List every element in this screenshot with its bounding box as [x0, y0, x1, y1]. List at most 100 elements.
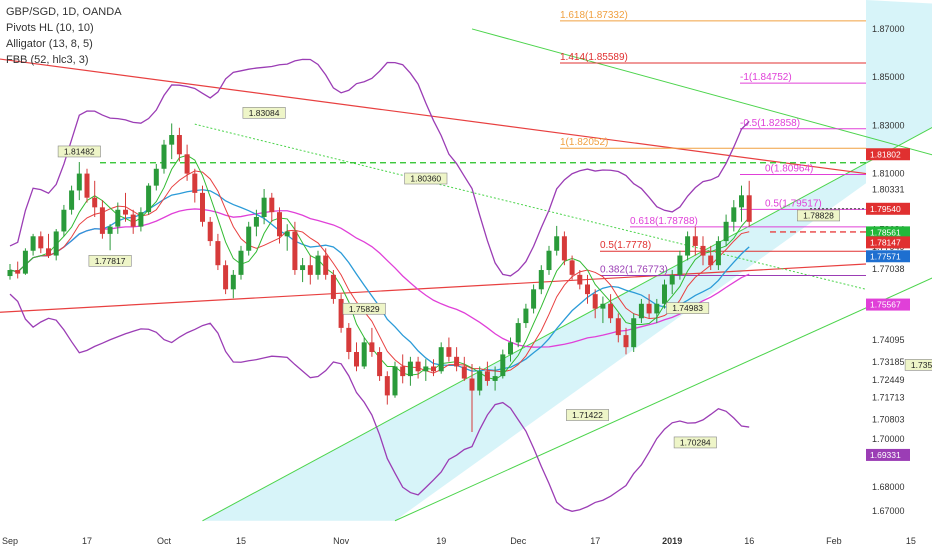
candle-body[interactable]	[708, 255, 714, 266]
candle-body[interactable]	[600, 303, 606, 309]
candle-body[interactable]	[107, 226, 113, 234]
candle-body[interactable]	[215, 241, 221, 266]
candle-body[interactable]	[423, 366, 429, 372]
candle-body[interactable]	[338, 298, 344, 328]
candle-body[interactable]	[415, 361, 421, 372]
candle-body[interactable]	[346, 327, 352, 352]
candle-body[interactable]	[469, 378, 475, 391]
candle-body[interactable]	[200, 192, 205, 222]
candle-body[interactable]	[431, 366, 436, 372]
candle-body[interactable]	[608, 303, 614, 319]
candle-body[interactable]	[723, 221, 729, 242]
candle-body[interactable]	[61, 209, 67, 232]
candle-body[interactable]	[662, 284, 667, 304]
candle-body[interactable]	[454, 356, 460, 367]
price-axis[interactable]: Sep17Oct15Nov19Dec17201916Feb15Mar181.87…	[2, 24, 932, 546]
candle-body[interactable]	[615, 318, 621, 336]
candle-body[interactable]	[307, 265, 313, 275]
candle-body[interactable]	[685, 236, 691, 256]
candle-body[interactable]	[323, 255, 329, 275]
candle-body[interactable]	[392, 366, 398, 396]
candle-body[interactable]	[461, 366, 467, 379]
candle-body[interactable]	[69, 190, 75, 210]
candle-body[interactable]	[746, 195, 752, 222]
candle-body[interactable]	[253, 216, 259, 227]
candle-body[interactable]	[546, 250, 552, 271]
candle-body[interactable]	[592, 294, 598, 309]
candle-body[interactable]	[500, 354, 506, 377]
candle-body[interactable]	[292, 231, 298, 271]
candle-body[interactable]	[715, 241, 721, 266]
candle-body[interactable]	[538, 270, 544, 290]
candle-body[interactable]	[638, 303, 644, 319]
candle-body[interactable]	[631, 318, 637, 348]
candle-body[interactable]	[361, 342, 367, 367]
candle-body[interactable]	[669, 274, 675, 285]
candle-body[interactable]	[492, 376, 498, 381]
candle-body[interactable]	[315, 255, 321, 275]
candle-body[interactable]	[246, 226, 252, 251]
candle-body[interactable]	[146, 185, 152, 213]
candle-body[interactable]	[369, 342, 375, 352]
candle-body[interactable]	[192, 173, 198, 193]
candle-body[interactable]	[654, 303, 660, 314]
candle-body[interactable]	[523, 308, 529, 324]
candle-body[interactable]	[184, 154, 190, 174]
candle-body[interactable]	[176, 135, 182, 155]
candle-body[interactable]	[130, 214, 136, 227]
candle-body[interactable]	[30, 236, 36, 251]
candle-body[interactable]	[561, 236, 567, 261]
candle-body[interactable]	[400, 366, 406, 377]
candle-body[interactable]	[284, 231, 290, 237]
candle-body[interactable]	[531, 289, 537, 309]
candle-body[interactable]	[438, 347, 444, 372]
plot-area[interactable]: 1.618(1.87332) 1.414(1.85589) -1(1.84752) -…	[0, 0, 932, 522]
candle-body[interactable]	[138, 212, 144, 227]
candle-body[interactable]	[731, 207, 737, 222]
candle-body[interactable]	[161, 144, 167, 169]
candle-body[interactable]	[92, 197, 98, 208]
candle-body[interactable]	[269, 197, 275, 213]
candle-body[interactable]	[330, 274, 336, 299]
candle-body[interactable]	[38, 236, 44, 249]
candle-body[interactable]	[585, 284, 590, 295]
candle-body[interactable]	[508, 342, 513, 355]
candle-body[interactable]	[477, 371, 483, 391]
candle-body[interactable]	[677, 255, 683, 275]
candle-body[interactable]	[238, 250, 244, 275]
candle-body[interactable]	[46, 248, 51, 256]
candle-body[interactable]	[115, 209, 121, 227]
candle-body[interactable]	[261, 197, 267, 217]
candle-body[interactable]	[153, 168, 159, 186]
candle-body[interactable]	[407, 361, 413, 377]
candle-body[interactable]	[700, 245, 706, 256]
candle-body[interactable]	[223, 265, 229, 290]
candle-body[interactable]	[515, 323, 521, 343]
candle-body[interactable]	[354, 352, 359, 367]
candle-body[interactable]	[169, 135, 175, 145]
candle-body[interactable]	[577, 274, 583, 285]
candle-body[interactable]	[739, 195, 744, 208]
candle-body[interactable]	[53, 231, 59, 256]
candle-body[interactable]	[377, 352, 383, 377]
candle-body[interactable]	[230, 274, 236, 290]
candle-body[interactable]	[554, 236, 560, 251]
candle-body[interactable]	[446, 347, 452, 357]
candle-body[interactable]	[646, 303, 652, 314]
candle-body[interactable]	[277, 212, 282, 237]
candle-body[interactable]	[76, 173, 82, 191]
candle-body[interactable]	[484, 371, 490, 381]
candle-body[interactable]	[569, 260, 575, 275]
candle-body[interactable]	[384, 376, 390, 396]
candle-body[interactable]	[207, 221, 213, 242]
candle-body[interactable]	[300, 265, 306, 271]
candle-body[interactable]	[15, 270, 21, 274]
candle-body[interactable]	[84, 173, 90, 198]
candle-body[interactable]	[22, 250, 28, 274]
candle-body[interactable]	[7, 270, 13, 277]
candle-body[interactable]	[123, 209, 128, 215]
candle-body[interactable]	[99, 207, 105, 234]
candle-body[interactable]	[692, 236, 698, 246]
candle-body[interactable]	[623, 335, 629, 348]
